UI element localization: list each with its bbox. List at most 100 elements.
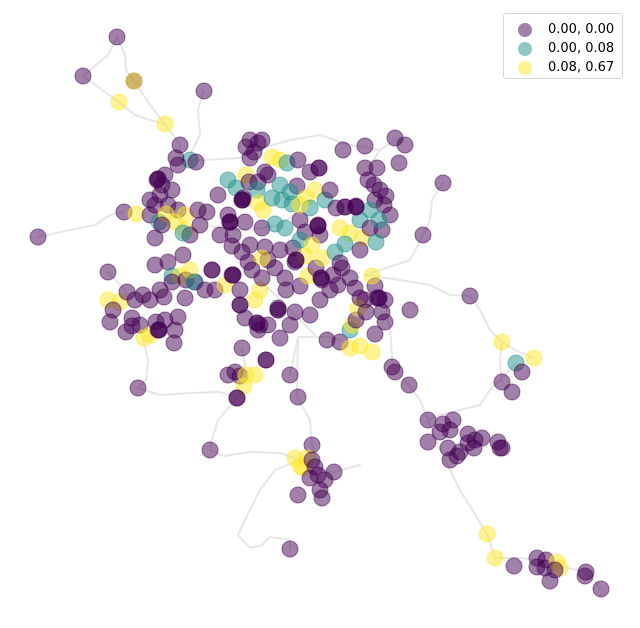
node-point [419, 433, 437, 451]
legend-marker-icon [518, 61, 532, 75]
node-point [187, 153, 205, 171]
node-point [195, 82, 213, 100]
node-point [151, 281, 169, 299]
node-point [209, 186, 227, 204]
legend-marker-icon [518, 42, 532, 56]
node-point [576, 567, 594, 585]
node-point [505, 557, 523, 575]
node-point-overlap [203, 261, 221, 279]
node-point [241, 149, 259, 167]
node-point-overlap [370, 289, 388, 307]
node-point [129, 379, 147, 397]
node-point [276, 219, 294, 237]
node-point [289, 486, 307, 504]
node-point [366, 325, 384, 343]
node-point [356, 137, 374, 155]
node-point [174, 246, 192, 264]
node-point [174, 224, 192, 242]
node-point [259, 166, 277, 184]
legend-item-low: 0.00, 0.00 [504, 20, 622, 40]
node-point-overlap [233, 191, 251, 209]
node-point [253, 249, 271, 267]
legend-label: 0.00, 0.00 [548, 22, 615, 37]
node-point [325, 463, 343, 481]
node-point [117, 323, 135, 341]
node-point [289, 388, 307, 406]
road-edge [427, 362, 517, 421]
legend-item-mid: 0.00, 0.08 [504, 39, 622, 59]
node-point [351, 289, 369, 307]
node-point [301, 306, 319, 324]
node-point [386, 363, 404, 381]
node-point [367, 233, 385, 251]
node-points [29, 28, 610, 598]
legend-marker-icon [518, 23, 532, 37]
node-point [390, 154, 408, 172]
road-edge [384, 299, 488, 535]
node-point [351, 241, 369, 259]
node-point [401, 301, 419, 319]
node-point [592, 580, 610, 598]
node-point [313, 489, 331, 507]
road-edge [189, 90, 205, 156]
node-point [233, 339, 251, 357]
node-point [396, 136, 414, 154]
node-point [243, 261, 261, 279]
node-point [246, 366, 264, 384]
node-point-overlap [228, 389, 246, 407]
node-point [363, 267, 381, 285]
node-point [465, 439, 483, 457]
node-point [74, 67, 92, 85]
node-point [334, 141, 352, 159]
node-point [311, 291, 329, 309]
node-point [303, 236, 321, 254]
node-point [169, 308, 187, 326]
node-point [281, 540, 299, 558]
node-point [513, 363, 531, 381]
legend-label: 0.08, 0.67 [548, 60, 615, 75]
node-point [141, 191, 159, 209]
node-point [331, 254, 349, 272]
node-point [146, 229, 164, 247]
node-point-overlap [257, 351, 275, 369]
node-point [363, 343, 381, 361]
road-edge [237, 459, 301, 550]
node-point [241, 236, 259, 254]
node-point [165, 334, 183, 352]
node-point [419, 411, 437, 429]
node-point [441, 421, 459, 439]
legend-label: 0.00, 0.08 [548, 41, 615, 56]
node-point [101, 313, 119, 331]
node-point [108, 28, 126, 46]
node-point [236, 213, 254, 231]
node-point [99, 263, 117, 281]
node-point [176, 289, 194, 307]
node-point [321, 181, 339, 199]
node-point-overlap [224, 266, 242, 284]
node-point [448, 447, 466, 465]
road-edges [37, 36, 602, 590]
road-edge [209, 397, 238, 451]
node-point [153, 216, 171, 234]
road-edge [364, 274, 471, 297]
node-point [159, 253, 177, 271]
node-point [493, 333, 511, 351]
road-edge [137, 387, 238, 399]
node-point [167, 149, 185, 167]
node-point-overlap [149, 170, 167, 188]
node-point [414, 226, 432, 244]
node-point [291, 196, 309, 214]
road-edge [37, 211, 125, 238]
node-point-overlap [312, 269, 330, 287]
node-point [163, 273, 181, 291]
legend-item-high: 0.08, 0.67 [504, 58, 622, 78]
node-point [503, 383, 521, 401]
road-edge [254, 134, 401, 151]
node-point-overlap [248, 314, 266, 332]
node-point [400, 376, 418, 394]
node-point-overlap [287, 251, 305, 269]
node-point [110, 93, 128, 111]
node-point [198, 203, 216, 221]
node-point-overlap [221, 213, 239, 231]
node-point [434, 174, 452, 192]
